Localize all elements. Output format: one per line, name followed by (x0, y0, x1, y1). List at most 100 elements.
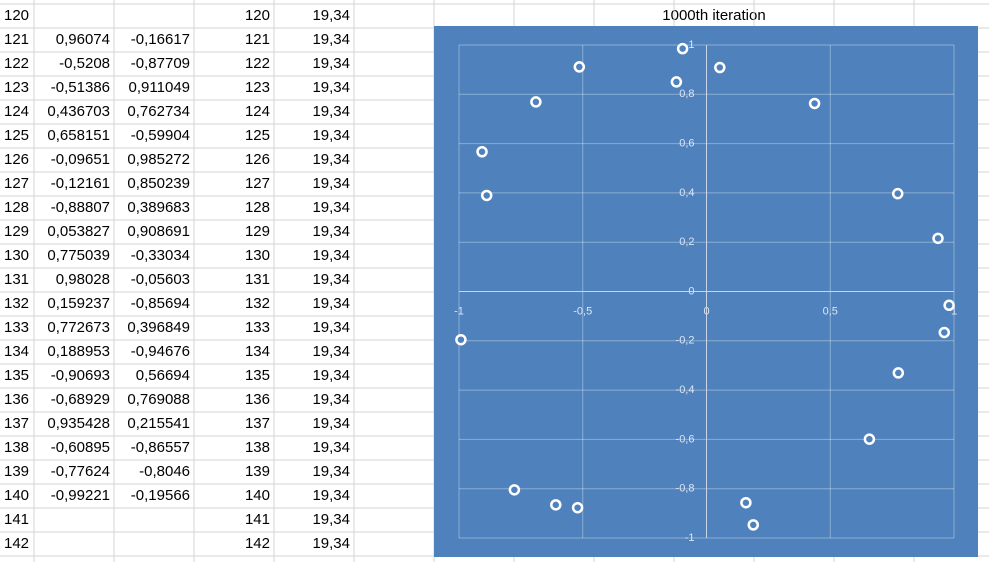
cell: 137 (245, 415, 270, 432)
chart: -1-0,8-0,6-0,4-0,200,20,40,60,81-1-0,500… (434, 26, 978, 557)
cell: -0,33034 (131, 247, 190, 264)
point (808, 97, 821, 110)
cell: -0,19566 (131, 487, 190, 504)
cell: 0,389683 (127, 199, 190, 216)
point (476, 145, 488, 158)
y-tick-label: 0,8 (679, 88, 694, 100)
cell: 122 (4, 55, 29, 72)
cell: 135 (4, 367, 29, 384)
point (480, 189, 493, 202)
cell: 0,98028 (56, 271, 110, 288)
chart-title: 1000th iteration (662, 7, 765, 24)
cell: 141 (4, 511, 29, 528)
y-tick-label: -0,6 (676, 433, 695, 445)
cell: 19,34 (312, 319, 350, 336)
cell: 125 (245, 127, 270, 144)
x-tick-label: 0,5 (823, 305, 838, 317)
point (550, 499, 562, 511)
point (455, 333, 467, 346)
cell: 19,34 (312, 343, 350, 360)
x-tick-label: -1 (454, 305, 464, 317)
cell: 19,34 (312, 127, 350, 144)
y-tick-label: -0,8 (676, 483, 695, 495)
point (943, 299, 955, 312)
cell: 132 (245, 295, 270, 312)
cell: 141 (245, 511, 270, 528)
cell: 140 (4, 487, 29, 504)
cell: 140 (245, 487, 270, 504)
cell: 0,985272 (127, 151, 190, 168)
cell: 138 (4, 439, 29, 456)
point (740, 496, 752, 509)
cell: 129 (245, 223, 270, 240)
cell: 0,658151 (47, 127, 110, 144)
cell: 19,34 (312, 511, 350, 528)
cell: 19,34 (312, 535, 350, 552)
cell: 130 (245, 247, 270, 264)
cell: 19,34 (312, 439, 350, 456)
cell: 120 (245, 7, 270, 24)
y-tick-label: -0,2 (676, 335, 695, 347)
cell: 0,188953 (47, 343, 110, 360)
cell: 138 (245, 439, 270, 456)
point (891, 187, 904, 200)
cell: -0,99221 (51, 487, 110, 504)
cell: 136 (245, 391, 270, 408)
cell: 19,34 (312, 247, 350, 264)
cell: 123 (4, 79, 29, 96)
cell: 133 (4, 319, 29, 336)
cell: -0,86557 (131, 439, 190, 456)
cell: 127 (4, 175, 29, 192)
point (938, 326, 951, 339)
cell: -0,51386 (51, 79, 110, 96)
cell: -0,09651 (51, 151, 110, 168)
cell: 19,34 (312, 103, 350, 120)
cell: 142 (245, 535, 270, 552)
cell: 0,850239 (127, 175, 190, 192)
cell: 134 (4, 343, 29, 360)
cell: 19,34 (312, 415, 350, 432)
cell: 124 (4, 103, 29, 120)
cell: 0,159237 (47, 295, 110, 312)
cell: -0,05603 (131, 271, 190, 288)
cell: 0,935428 (47, 415, 110, 432)
y-tick-label: 0,6 (679, 138, 694, 150)
y-tick-label: -0,4 (676, 384, 695, 396)
cell: 124 (245, 103, 270, 120)
cell: 0,772673 (47, 319, 110, 336)
cell: 135 (245, 367, 270, 384)
cell: 134 (245, 343, 270, 360)
cell: 19,34 (312, 271, 350, 288)
cell: 123 (245, 79, 270, 96)
point (863, 433, 876, 445)
cell: 19,34 (312, 295, 350, 312)
cell: -0,85694 (131, 295, 190, 312)
cell: -0,8046 (139, 463, 190, 480)
y-tick-label: 0,4 (679, 187, 694, 199)
x-tick-label: 1 (951, 305, 957, 317)
cell: 131 (4, 271, 29, 288)
cell: 19,34 (312, 175, 350, 192)
cell: 0,56694 (136, 367, 190, 384)
cell: 0,215541 (127, 415, 190, 432)
cell: 130 (4, 247, 29, 264)
cell: 128 (245, 199, 270, 216)
cell: 120 (4, 7, 29, 24)
cell: 19,34 (312, 199, 350, 216)
cell: 0,908691 (127, 223, 190, 240)
cell: 0,775039 (47, 247, 110, 264)
cell: 0,396849 (127, 319, 190, 336)
point (670, 76, 683, 88)
point (714, 61, 726, 74)
cell: 122 (245, 55, 270, 72)
cell: 0,436703 (47, 103, 110, 120)
cell: 121 (245, 31, 270, 48)
cell: 128 (4, 199, 29, 216)
point (508, 484, 521, 496)
cell: -0,90693 (51, 367, 110, 384)
cell: -0,77624 (51, 463, 110, 480)
cell: 0,762734 (127, 103, 190, 120)
cell: 19,34 (312, 463, 350, 480)
cell: 131 (245, 271, 270, 288)
